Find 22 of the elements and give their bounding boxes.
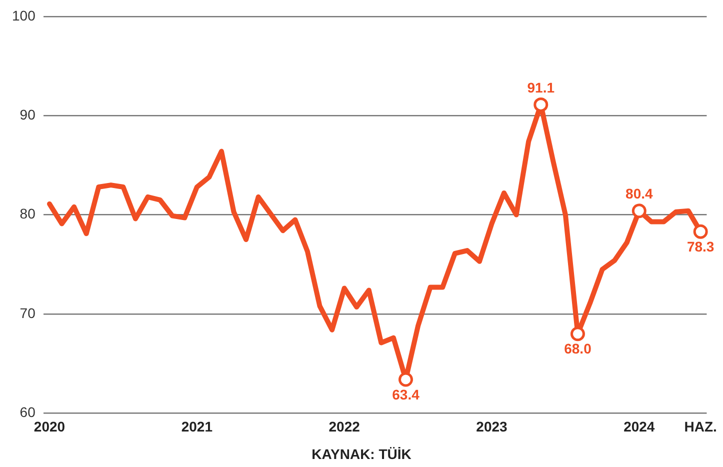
data-label: 68.0	[564, 340, 592, 357]
data-label: 63.4	[392, 386, 420, 402]
x-tick-label: 2024	[624, 418, 655, 434]
text: KAYNAK: TÜİK	[310, 446, 412, 462]
point	[632, 204, 646, 218]
x-tick-label: 2020	[34, 418, 66, 434]
data-label: 80.4	[626, 186, 653, 202]
x-tick-label: 2023	[476, 418, 508, 434]
point	[534, 97, 548, 112]
y-tick-label: 60	[20, 404, 36, 420]
y-tick-label: 90	[20, 106, 36, 122]
point	[693, 224, 708, 239]
y-tick-label: 100	[12, 7, 36, 24]
x-tick-label: 2022	[328, 418, 360, 434]
point	[398, 372, 413, 387]
data-label: 78.3	[686, 238, 714, 255]
x-tick-label: HAZ.	[684, 418, 717, 434]
data-label: 91.1	[527, 80, 555, 96]
y-tick-label: 80	[20, 206, 36, 222]
point	[570, 326, 585, 342]
y-tick-label: 70	[20, 304, 36, 321]
x-tick-label: 2021	[181, 418, 213, 434]
